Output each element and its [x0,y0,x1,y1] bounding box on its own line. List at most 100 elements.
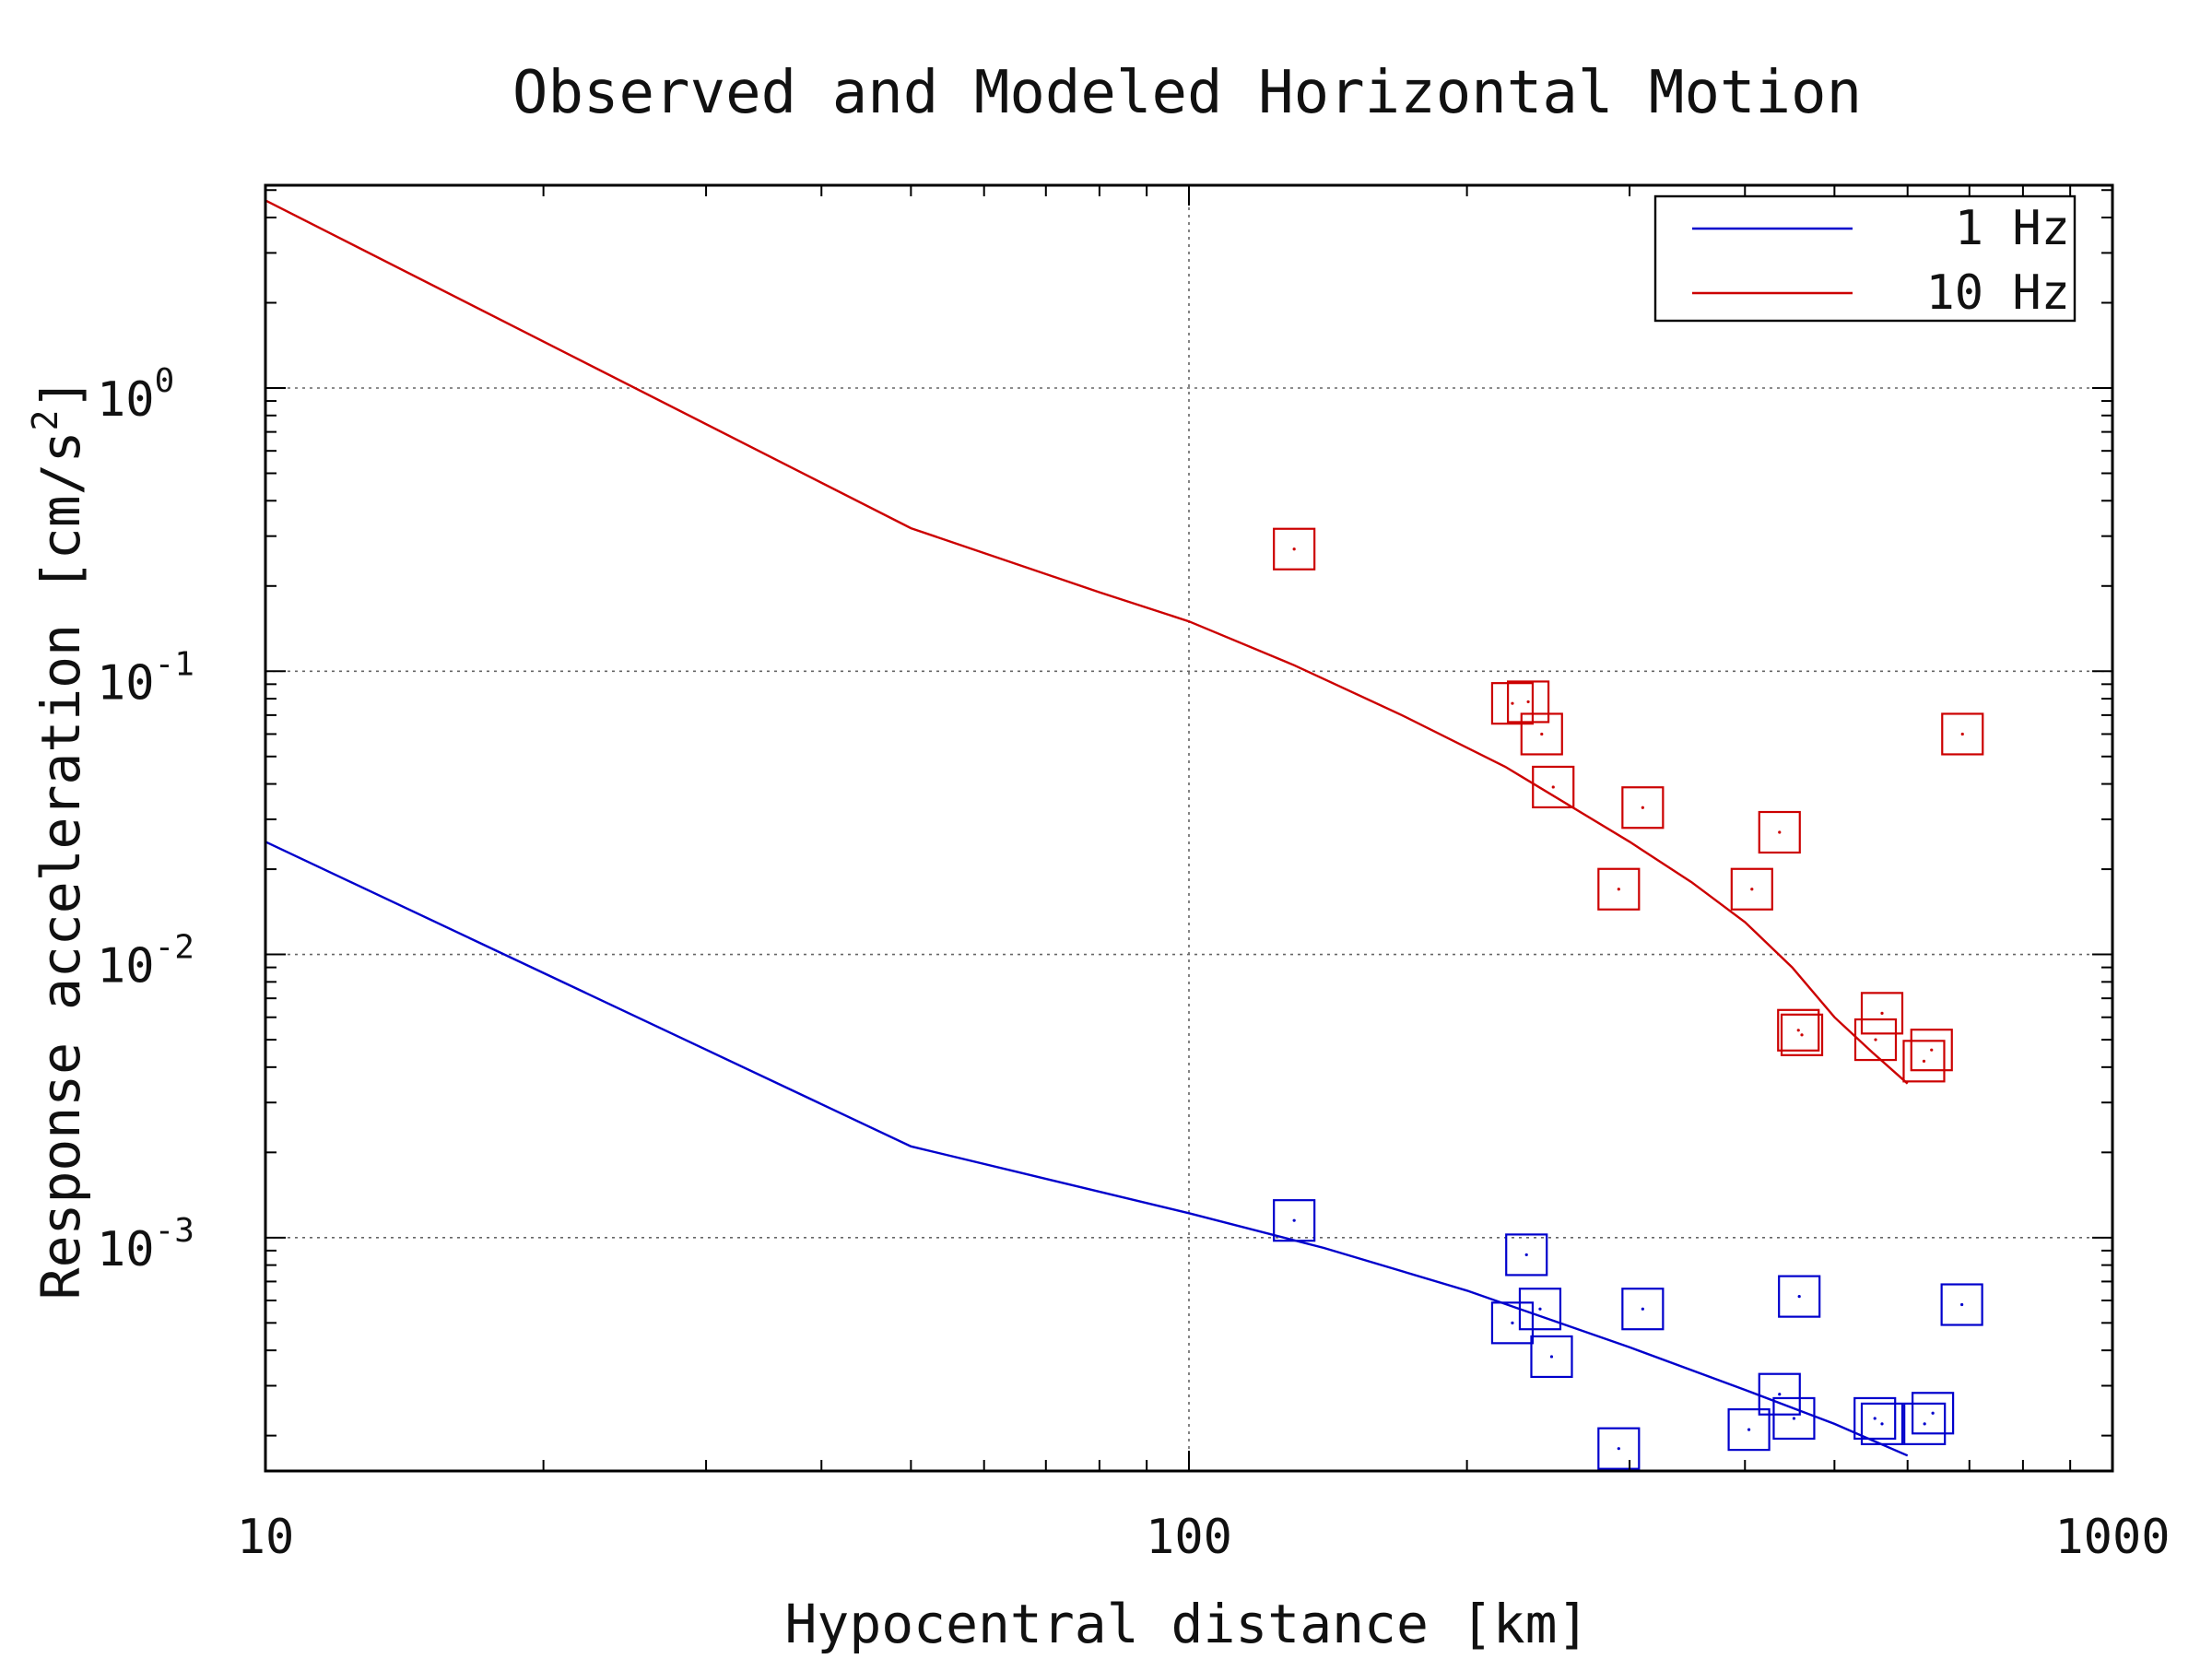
observed-square [1912,1392,1955,1435]
y-tick-label-0: 100 [97,362,174,428]
observed-point-s1-11 [1860,992,1904,1035]
observed-point-s0-13 [1903,1402,1947,1445]
legend: 1 Hz 10 Hz [1653,194,2077,323]
observed-square [1727,1407,1771,1452]
observed-square [1621,1288,1665,1331]
observed-point-s0-4 [1530,1335,1573,1379]
observed-dot [1778,830,1782,834]
observed-dot [1778,1393,1782,1396]
y-axis-label: Response acceleration [cm/s2] [25,378,92,1300]
observed-dot [1750,888,1754,891]
observed-square [1518,1288,1562,1331]
observed-square [1273,1199,1316,1242]
observed-point-s1-3 [1520,712,1563,756]
observed-point-s1-10 [1780,1013,1824,1056]
legend-box [1653,194,2077,323]
observed-dot [1797,1295,1801,1299]
observed-dot [1549,1355,1554,1359]
y-axis-label-sup: 2 [25,410,65,431]
y-tick-exponent: -3 [155,1212,194,1250]
plot-frame [264,183,2114,1473]
observed-square [1941,712,1984,756]
observed-square [1853,1396,1897,1441]
observed-dot [1641,806,1644,809]
observed-dot [1880,1422,1884,1426]
observed-point-s0-14 [1912,1392,1955,1435]
observed-square [1530,1335,1573,1379]
legend-label-0: 1 Hz [1955,201,2070,256]
observed-square [1860,1402,1904,1445]
observed-point-s0-0 [1273,1199,1316,1242]
observed-dot [1930,1048,1934,1052]
observed-dot [1873,1417,1877,1420]
observed-point-s0-9 [1727,1407,1771,1452]
y-tick-exponent: -1 [155,645,194,683]
observed-square [1532,765,1575,809]
observed-dot [1796,1029,1800,1032]
observed-square [1730,867,1773,911]
observed-point-s1-9 [1777,1008,1820,1052]
observed-dot [1874,1038,1877,1041]
observed-square [1273,527,1316,571]
observed-dot [1960,1302,1964,1307]
observed-point-s1-0 [1273,527,1316,571]
observed-point-s0-11 [1853,1396,1897,1441]
observed-point-s1-1 [1490,682,1535,725]
observed-point-s0-15 [1940,1283,1983,1326]
y-tick-label-1: 10-1 [97,645,194,711]
observed-dot [1540,732,1544,736]
observed-point-s0-2 [1490,1301,1535,1345]
observed-square [1853,1018,1898,1062]
observed-square [1772,1396,1816,1441]
observed-square [1758,810,1801,854]
observed-square [1506,680,1550,724]
y-axis-label-close: ] [29,378,92,410]
y-tick-exponent: -2 [155,929,194,967]
observed-dot [1292,547,1296,551]
series-line-1 [265,199,1909,1085]
y-tick-base: 10 [97,1222,155,1277]
series-lines [265,199,1909,1457]
observed-point-s1-13 [1902,1040,1946,1083]
chart-title: Observed and Modeled Horizontal Motion [512,59,1862,127]
observed-dot [1511,1321,1514,1324]
observed-dot [1617,888,1620,891]
observed-point-s0-1 [1505,1233,1548,1277]
observed-square [1903,1402,1947,1445]
observed-dot [1960,732,1964,736]
y-tick-base: 10 [97,939,155,994]
y-tick-base: 10 [97,372,155,428]
observed-dot [1292,1218,1296,1222]
observed-dot [1551,785,1555,789]
observed-square [1860,992,1904,1035]
y-tick-label-3: 10-3 [97,1212,194,1277]
observed-point-s1-15 [1941,712,1984,756]
observed-square [1902,1040,1946,1083]
observed-point-s1-8 [1730,867,1773,911]
y-axis-label-main: Response acceleration [cm/s [29,431,92,1300]
observed-square [1505,1233,1548,1277]
legend-label-1: 10 Hz [1925,265,2070,321]
observed-dot [1931,1411,1935,1415]
observed-square [1621,786,1665,830]
observed-markers [1273,527,1984,1470]
observed-square [1940,1283,1983,1326]
observed-point-s1-7 [1758,810,1801,854]
observed-point-s1-6 [1597,867,1641,911]
y-tick-label-2: 10-2 [97,929,194,994]
observed-point-s0-7 [1778,1275,1821,1318]
observed-point-s1-5 [1621,786,1665,830]
observed-dot [1538,1307,1542,1311]
observed-dot [1800,1033,1804,1037]
observed-dot [1922,1059,1926,1063]
x-tick-label-0: 10 [237,1510,295,1565]
observed-point-s0-12 [1860,1402,1904,1445]
x-axis-label: Hypocentral distance [km] [785,1593,1590,1655]
observed-square [1778,1275,1821,1318]
observed-square [1777,1008,1820,1052]
observed-point-s0-8 [1758,1372,1801,1416]
observed-square [1597,1427,1641,1470]
grid [265,185,2112,1471]
